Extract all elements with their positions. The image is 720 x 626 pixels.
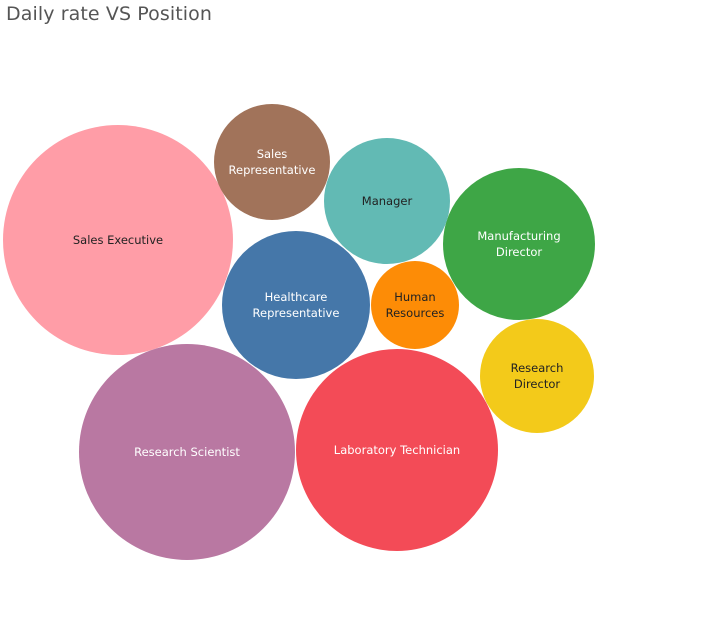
- bubble-human-resources[interactable]: Human Resources: [371, 261, 459, 349]
- bubble-manufacturing-director[interactable]: Manufacturing Director: [443, 168, 595, 320]
- bubble-circle[interactable]: [443, 168, 595, 320]
- bubble-circle[interactable]: [3, 125, 233, 355]
- bubble-laboratory-technician[interactable]: Laboratory Technician: [296, 349, 498, 551]
- bubble-sales-executive[interactable]: Sales Executive: [3, 125, 233, 355]
- bubble-healthcare-representative[interactable]: Healthcare Representative: [222, 231, 370, 379]
- bubble-circle[interactable]: [79, 344, 295, 560]
- bubble-label: Sales Representative: [229, 147, 316, 177]
- chart-title: Daily rate VS Position: [6, 3, 213, 25]
- bubble-sales-representative[interactable]: Sales Representative: [214, 104, 330, 220]
- bubble-label: Research Scientist: [134, 445, 240, 459]
- bubble-research-scientist[interactable]: Research Scientist: [79, 344, 295, 560]
- bubble-label: Manufacturing Director: [477, 229, 560, 259]
- bubble-label: Human Resources: [386, 290, 445, 320]
- bubble-label: Manager: [362, 194, 413, 208]
- bubble-circle[interactable]: [371, 261, 459, 349]
- bubble-circle[interactable]: [324, 138, 450, 264]
- bubble-manager[interactable]: Manager: [324, 138, 450, 264]
- bubble-research-director[interactable]: Research Director: [480, 319, 594, 433]
- bubble-label: Healthcare Representative: [253, 290, 340, 320]
- bubble-label: Laboratory Technician: [334, 443, 460, 457]
- bubble-circle[interactable]: [214, 104, 330, 220]
- bubble-circle[interactable]: [222, 231, 370, 379]
- bubble-label: Sales Executive: [73, 233, 163, 247]
- bubble-circle[interactable]: [480, 319, 594, 433]
- bubble-circle[interactable]: [296, 349, 498, 551]
- bubble-label: Research Director: [511, 361, 564, 391]
